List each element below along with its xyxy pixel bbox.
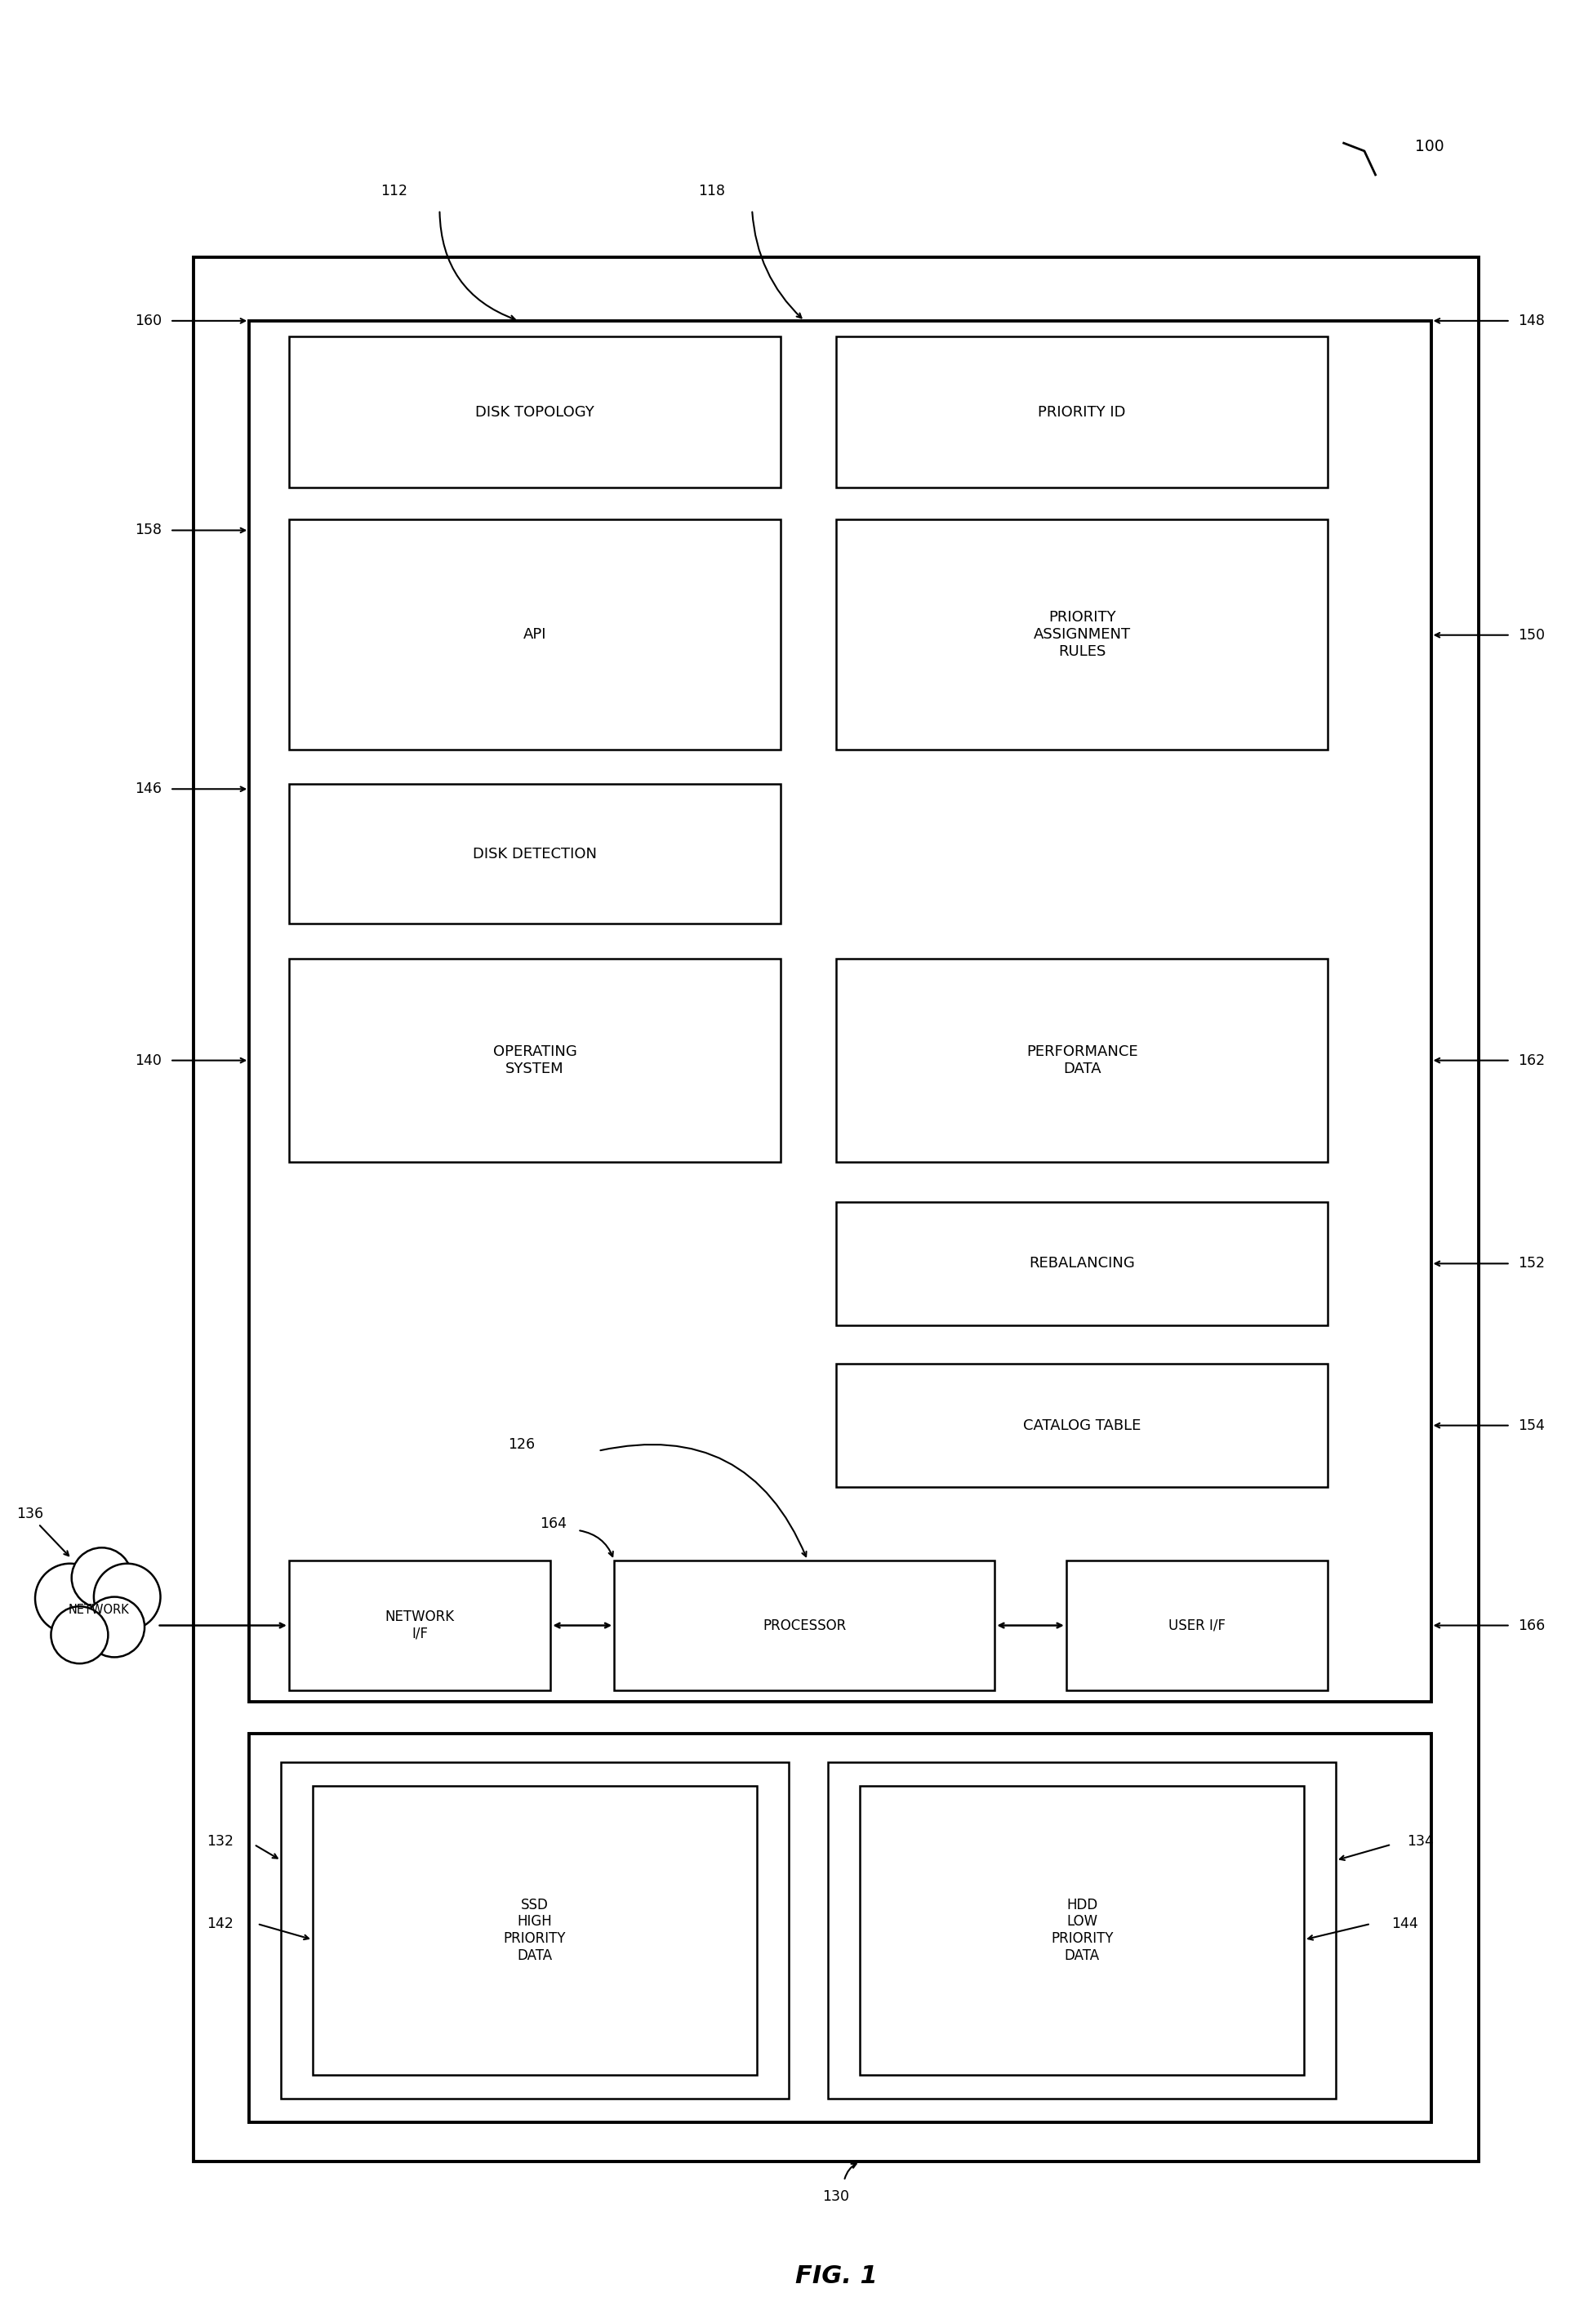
Bar [249,1734,1431,2122]
Text: 132: 132 [207,1834,234,1848]
Text: 162: 162 [1518,1053,1545,1067]
Bar [836,518,1329,748]
Bar [249,321,1431,1701]
Text: 166: 166 [1518,1618,1545,1634]
Text: PERFORMANCE
DATA: PERFORMANCE DATA [1026,1043,1137,1076]
Text: 146: 146 [135,781,162,797]
Bar [836,960,1329,1162]
Text: 148: 148 [1518,314,1545,328]
Text: 142: 142 [207,1917,234,1931]
Text: PRIORITY ID: PRIORITY ID [1039,404,1126,418]
Text: PRIORITY
ASSIGNMENT
RULES: PRIORITY ASSIGNMENT RULES [1034,609,1131,658]
Bar [288,783,781,925]
Text: DISK DETECTION: DISK DETECTION [473,846,597,862]
Bar [828,1762,1337,2099]
Text: 134: 134 [1407,1834,1434,1848]
Text: REBALANCING: REBALANCING [1029,1257,1134,1271]
Circle shape [94,1564,161,1629]
Circle shape [72,1548,132,1608]
Text: SSD
HIGH
PRIORITY
DATA: SSD HIGH PRIORITY DATA [503,1896,566,1964]
Text: HDD
LOW
PRIORITY
DATA: HDD LOW PRIORITY DATA [1051,1896,1114,1964]
Circle shape [51,1606,108,1664]
Bar [194,258,1478,2161]
Text: NETWORK
I/F: NETWORK I/F [386,1611,454,1641]
Bar [836,1364,1329,1487]
Text: 112: 112 [381,184,408,198]
Text: USER I/F: USER I/F [1168,1618,1225,1634]
Circle shape [84,1597,145,1657]
Text: 154: 154 [1518,1418,1545,1434]
Text: 100: 100 [1415,139,1445,153]
Text: OPERATING
SYSTEM: OPERATING SYSTEM [492,1043,577,1076]
Bar [288,518,781,748]
Text: 136: 136 [16,1506,43,1522]
Bar [288,1559,551,1690]
Text: 150: 150 [1518,627,1545,641]
Bar [288,337,781,488]
Circle shape [35,1564,105,1634]
Text: NETWORK: NETWORK [68,1604,129,1615]
Text: 152: 152 [1518,1257,1545,1271]
Text: 140: 140 [135,1053,162,1067]
Ellipse shape [41,1559,156,1659]
Bar [860,1785,1305,2075]
Bar [288,960,781,1162]
Text: 160: 160 [135,314,162,328]
Text: 164: 164 [540,1518,567,1532]
Bar [1066,1559,1329,1690]
Bar [836,337,1329,488]
Text: DISK TOPOLOGY: DISK TOPOLOGY [475,404,594,418]
Text: PROCESSOR: PROCESSOR [763,1618,846,1634]
Text: 118: 118 [698,184,725,198]
Text: 144: 144 [1391,1917,1418,1931]
Text: 130: 130 [822,2189,849,2203]
Text: 158: 158 [135,523,162,537]
Bar [836,1202,1329,1325]
Text: 126: 126 [508,1436,535,1452]
Bar [280,1762,789,2099]
Text: CATALOG TABLE: CATALOG TABLE [1023,1418,1141,1434]
Text: API: API [523,627,546,641]
Bar [613,1559,994,1690]
Text: FIG. 1: FIG. 1 [795,2264,878,2289]
Bar [312,1785,757,2075]
